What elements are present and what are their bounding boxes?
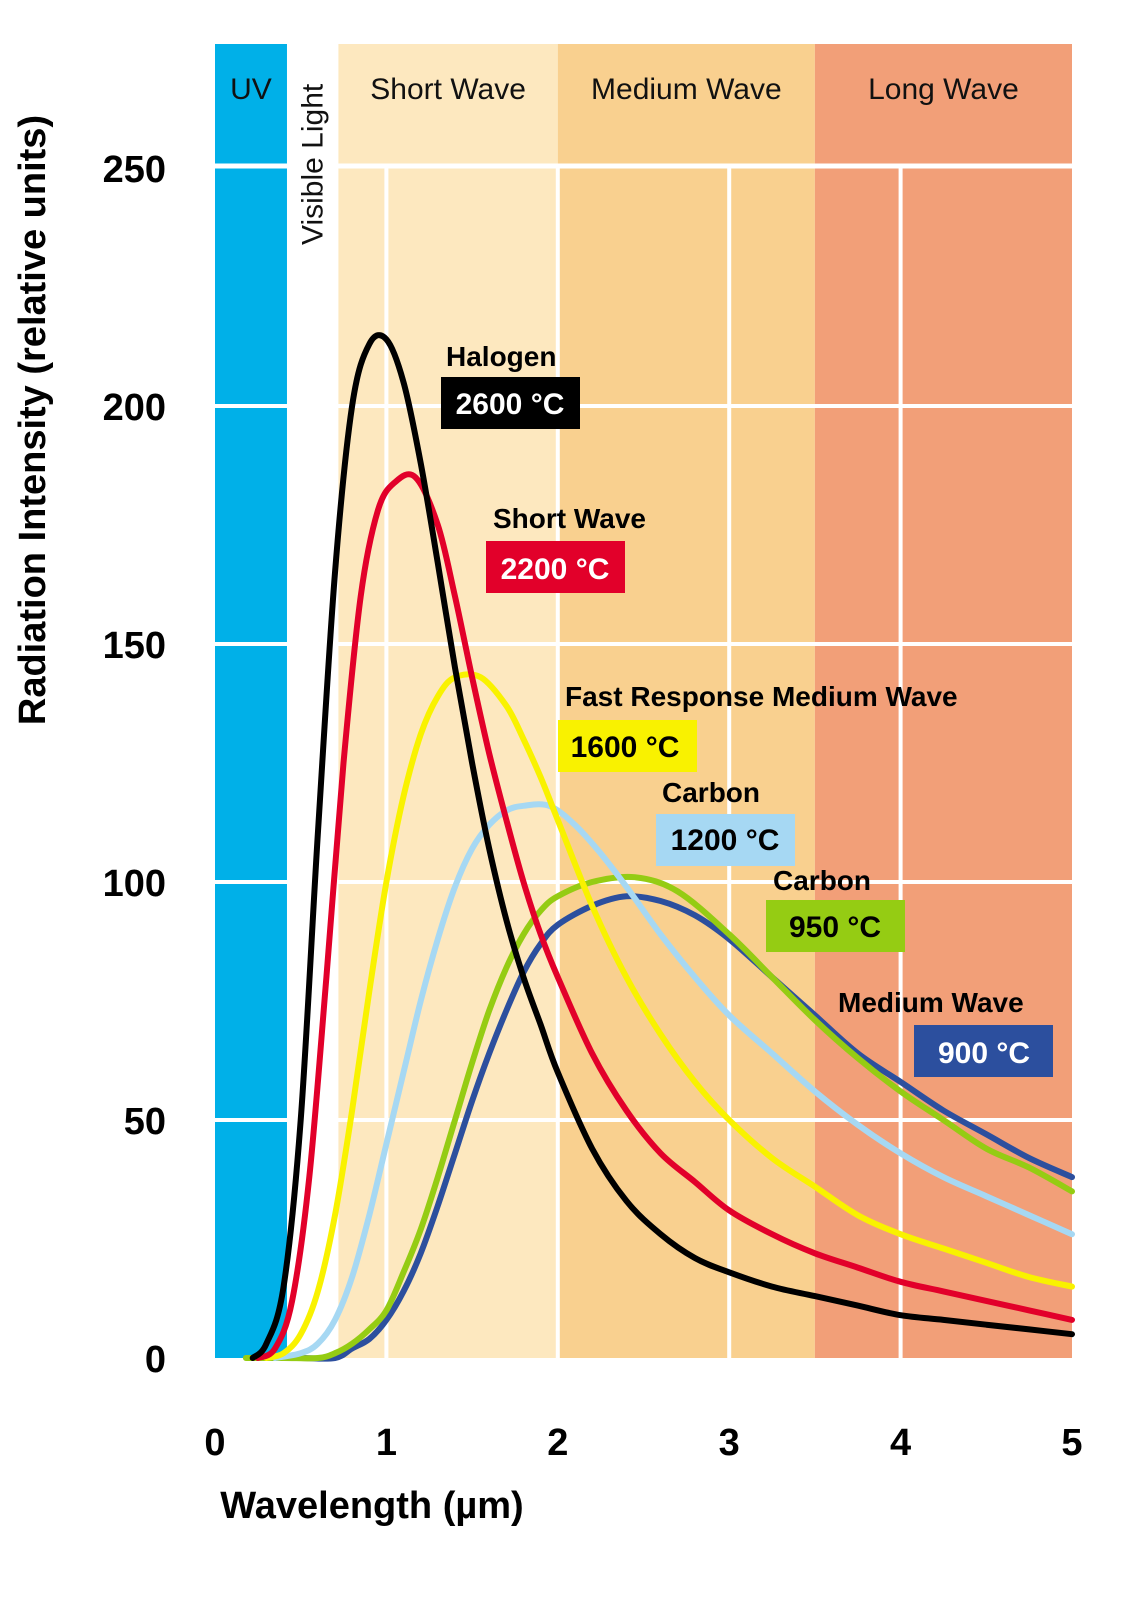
series-line-carbon-1200-c (272, 801, 1075, 1361)
annotation-short-wave-2200-c: Short Wave 2200 °C (486, 503, 646, 593)
temperature-badge (914, 1025, 1053, 1077)
x-tick-label: 0 (204, 1422, 225, 1464)
y-tick-label: 100 (103, 863, 166, 905)
y-axis-title: Radiation Intensity (relative units) (12, 115, 54, 725)
x-tick-label: 5 (1061, 1422, 1082, 1464)
annotation-name: Short Wave (493, 503, 646, 534)
annotation-name: Medium Wave (838, 987, 1024, 1018)
band-medium-wave (557, 44, 815, 1358)
y-tick-label: 250 (103, 149, 166, 191)
series-line-fast-response-medium-wave-1600-c (263, 671, 1075, 1361)
annotation-name: Carbon (773, 865, 871, 896)
annotation-name: Halogen (446, 341, 556, 372)
band-labels: UV Visible Light Short Wave Medium Wave Long… (230, 73, 1019, 245)
x-axis-title: Wavelength (µm) (220, 1485, 523, 1527)
x-tick-label: 3 (719, 1422, 740, 1464)
annotation-carbon-950-c: Carbon 950 °C (766, 865, 905, 952)
band-label-visible-light: Visible Light (297, 83, 330, 245)
y-tick-label: 0 (145, 1339, 166, 1381)
y-tick-label: 50 (124, 1101, 166, 1143)
band-label-short-wave: Short Wave (370, 73, 526, 106)
temperature-badge (558, 720, 697, 772)
series-line-short-wave-2200-c (254, 471, 1075, 1361)
series-annotations: Halogen 2600 °C Short Wave 2200 °C Fast Resp… (441, 341, 1053, 1077)
temperature-label: 950 °C (789, 911, 881, 944)
annotation-medium-wave-900-c: Medium Wave 900 °C (838, 987, 1053, 1077)
annotation-fast-response-medium-wave-1600-c: Fast Response Medium Wave 1600 °C (558, 681, 958, 772)
band-long-wave (814, 44, 1072, 1358)
temperature-label: 2600 °C (456, 388, 565, 421)
series-lines (242, 332, 1075, 1362)
wavelength-bands (215, 44, 1072, 1358)
temperature-label: 2200 °C (501, 553, 610, 586)
temperature-label: 900 °C (938, 1037, 1030, 1070)
y-axis-ticks: 0 50 100 150 200 250 (103, 149, 166, 1381)
y-tick-label: 150 (103, 625, 166, 667)
series-line-halogen-2600-c (249, 332, 1075, 1361)
temperature-label: 1600 °C (571, 731, 680, 764)
annotation-halogen-2600-c: Halogen 2600 °C (441, 341, 580, 429)
annotation-carbon-1200-c: Carbon 1200 °C (656, 777, 795, 866)
y-tick-label: 200 (103, 387, 166, 429)
x-tick-label: 4 (890, 1422, 911, 1464)
band-label-uv: UV (230, 73, 272, 106)
band-short-wave (338, 44, 558, 1358)
band-label-medium-wave: Medium Wave (591, 73, 782, 106)
temperature-badge (766, 900, 905, 952)
band-uv (215, 44, 287, 1358)
series-line-medium-wave-900-c (260, 893, 1075, 1362)
series-line-carbon-950-c (242, 873, 1075, 1362)
temperature-badge (441, 377, 580, 429)
temperature-badge (486, 541, 625, 593)
annotation-name: Fast Response Medium Wave (565, 681, 958, 712)
x-tick-label: 2 (547, 1422, 568, 1464)
temperature-badge (656, 814, 795, 866)
annotation-name: Carbon (662, 777, 760, 808)
band-label-long-wave: Long Wave (868, 73, 1019, 106)
x-axis-ticks: 0 1 2 3 4 5 (204, 1422, 1082, 1464)
temperature-label: 1200 °C (671, 824, 780, 857)
x-tick-label: 1 (376, 1422, 397, 1464)
